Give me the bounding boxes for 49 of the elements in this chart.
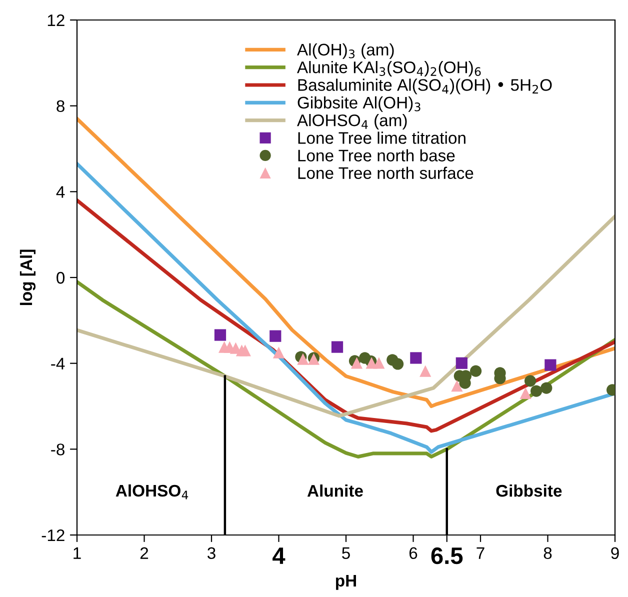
legend-label: Gibbsite Al(OH)$_{3}$ — [298, 96, 420, 112]
line-series — [77, 162, 615, 454]
x-tick-label: 4 — [272, 548, 286, 564]
point — [530, 385, 542, 397]
annotation: Alunite — [307, 484, 363, 497]
x-tick-label: 6.5 — [431, 547, 463, 564]
legend-label: Basaluminite Al(SO$_{4}$)(OH) • 5H$_{2}$O — [298, 78, 552, 94]
point — [470, 365, 482, 377]
point — [272, 346, 285, 358]
x-tick-label: 6 — [409, 547, 418, 560]
point — [410, 352, 422, 364]
y-tick-label: 4 — [56, 186, 65, 198]
y-tick-label: -12 — [42, 529, 64, 542]
x-tick-label: 8 — [544, 547, 552, 560]
point — [544, 359, 556, 371]
line-series — [77, 280, 615, 458]
point — [451, 380, 463, 392]
point — [540, 382, 552, 394]
x-tick-label: 7 — [476, 547, 484, 559]
point — [214, 329, 226, 341]
point — [520, 387, 532, 399]
point — [456, 357, 468, 369]
legend-label: Alunite KAl$_{3}$(SO$_{4}$)$_{2}$(OH)$_{6}$ — [297, 61, 481, 77]
legend-label: Lone Tree north base — [298, 149, 455, 162]
point — [331, 341, 344, 353]
legend-label: Al(OH)$_{3}$ (am) — [297, 43, 394, 59]
y-tick-label: 8 — [56, 100, 64, 112]
x-tick-label: 9 — [611, 547, 619, 560]
point — [373, 357, 385, 369]
x-tick-label: 2 — [140, 547, 148, 559]
point — [270, 330, 282, 342]
y-tick-label: -4 — [51, 358, 65, 370]
legend-label: Lone Tree north surface — [298, 166, 474, 179]
y-tick-label: 0 — [56, 272, 65, 284]
point — [420, 365, 432, 377]
x-tick-label: 5 — [342, 547, 350, 560]
x-tick-label: 1 — [74, 547, 81, 559]
point — [524, 375, 536, 387]
y-tick-label: 12 — [48, 14, 64, 26]
annotation: AlOHSO$_{4}$ — [116, 484, 188, 500]
legend-label: Lone Tree lime titration — [298, 132, 466, 144]
point — [392, 358, 404, 370]
legend-label: AlOHSO$_{4}$ (am) — [297, 114, 407, 130]
point — [239, 344, 251, 356]
x-axis-title: pH — [336, 574, 356, 590]
annotation: Gibbsite — [496, 484, 562, 497]
y-tick-label: -8 — [51, 444, 64, 456]
x-tick-label: 3 — [208, 547, 216, 560]
y-axis-title: log [Al] — [20, 250, 36, 306]
